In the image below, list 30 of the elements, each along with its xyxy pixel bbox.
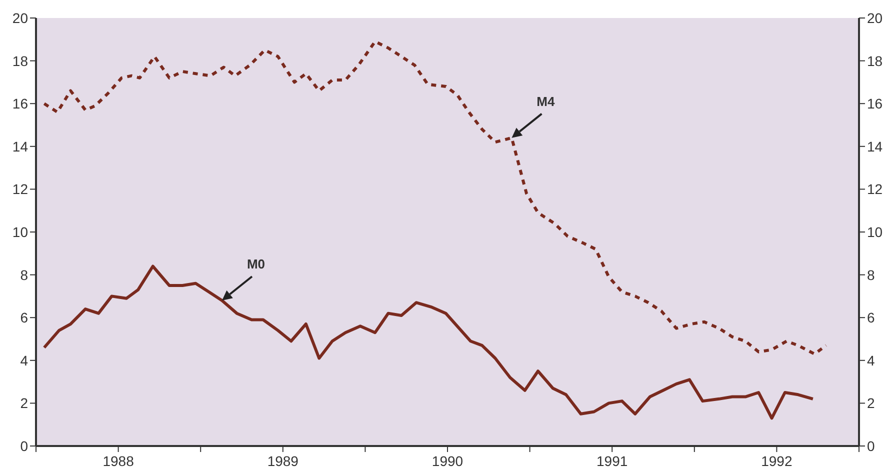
y2-tick-label: 2 <box>867 395 875 412</box>
y2-tick-label: 16 <box>867 96 883 112</box>
y-tick-label: 0 <box>20 438 28 454</box>
y2-tick-label: 20 <box>867 10 883 26</box>
y2-tick-label: 0 <box>867 438 875 454</box>
y-tick-label: 2 <box>20 395 28 412</box>
line-series <box>42 40 828 356</box>
y2-tick-label: 8 <box>867 266 875 283</box>
y-tick-label: 10 <box>12 224 28 240</box>
y2-tick-label: 12 <box>867 181 883 198</box>
x-tick-label: 1992 <box>761 453 792 469</box>
y-tick-label: 6 <box>20 310 28 326</box>
x-tick-label: 1989 <box>267 453 299 469</box>
y-tick-label: 4 <box>20 352 28 368</box>
x-tick-label: 1988 <box>102 453 134 469</box>
y-tick-label: 14 <box>12 138 28 154</box>
y2-tick-label: 18 <box>867 52 883 69</box>
y-tick-label: 12 <box>12 181 28 198</box>
y2-tick-label: 10 <box>867 224 883 240</box>
y-tick-label: 16 <box>12 96 28 112</box>
text: M0 <box>246 256 266 272</box>
y-tick-label: 18 <box>12 52 28 69</box>
y-tick-label: 20 <box>12 10 28 26</box>
text: M4 <box>536 94 556 109</box>
y2-tick-label: 4 <box>867 352 875 368</box>
y2-tick-label: 14 <box>867 138 883 154</box>
y2-tick-label: 6 <box>867 310 875 326</box>
x-tick-label: 1990 <box>432 453 464 469</box>
y-tick-label: 8 <box>20 266 28 283</box>
x-tick-label: 1991 <box>596 453 628 469</box>
